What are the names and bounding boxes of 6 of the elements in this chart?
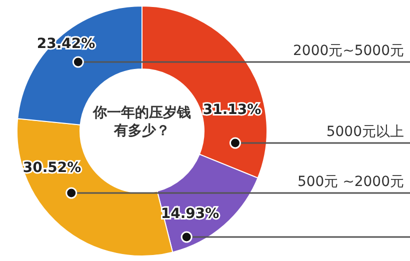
slice-label: 500元 ~2000元 bbox=[297, 174, 404, 190]
slice-label: 5000元以上 bbox=[326, 124, 404, 140]
data-label: 30.52% bbox=[22, 160, 82, 176]
data-label: 31.13% bbox=[202, 102, 262, 118]
slice-label: 2000元~5000元 bbox=[293, 43, 404, 59]
text: 你一年的压岁钱有多少？ bbox=[92, 104, 192, 140]
